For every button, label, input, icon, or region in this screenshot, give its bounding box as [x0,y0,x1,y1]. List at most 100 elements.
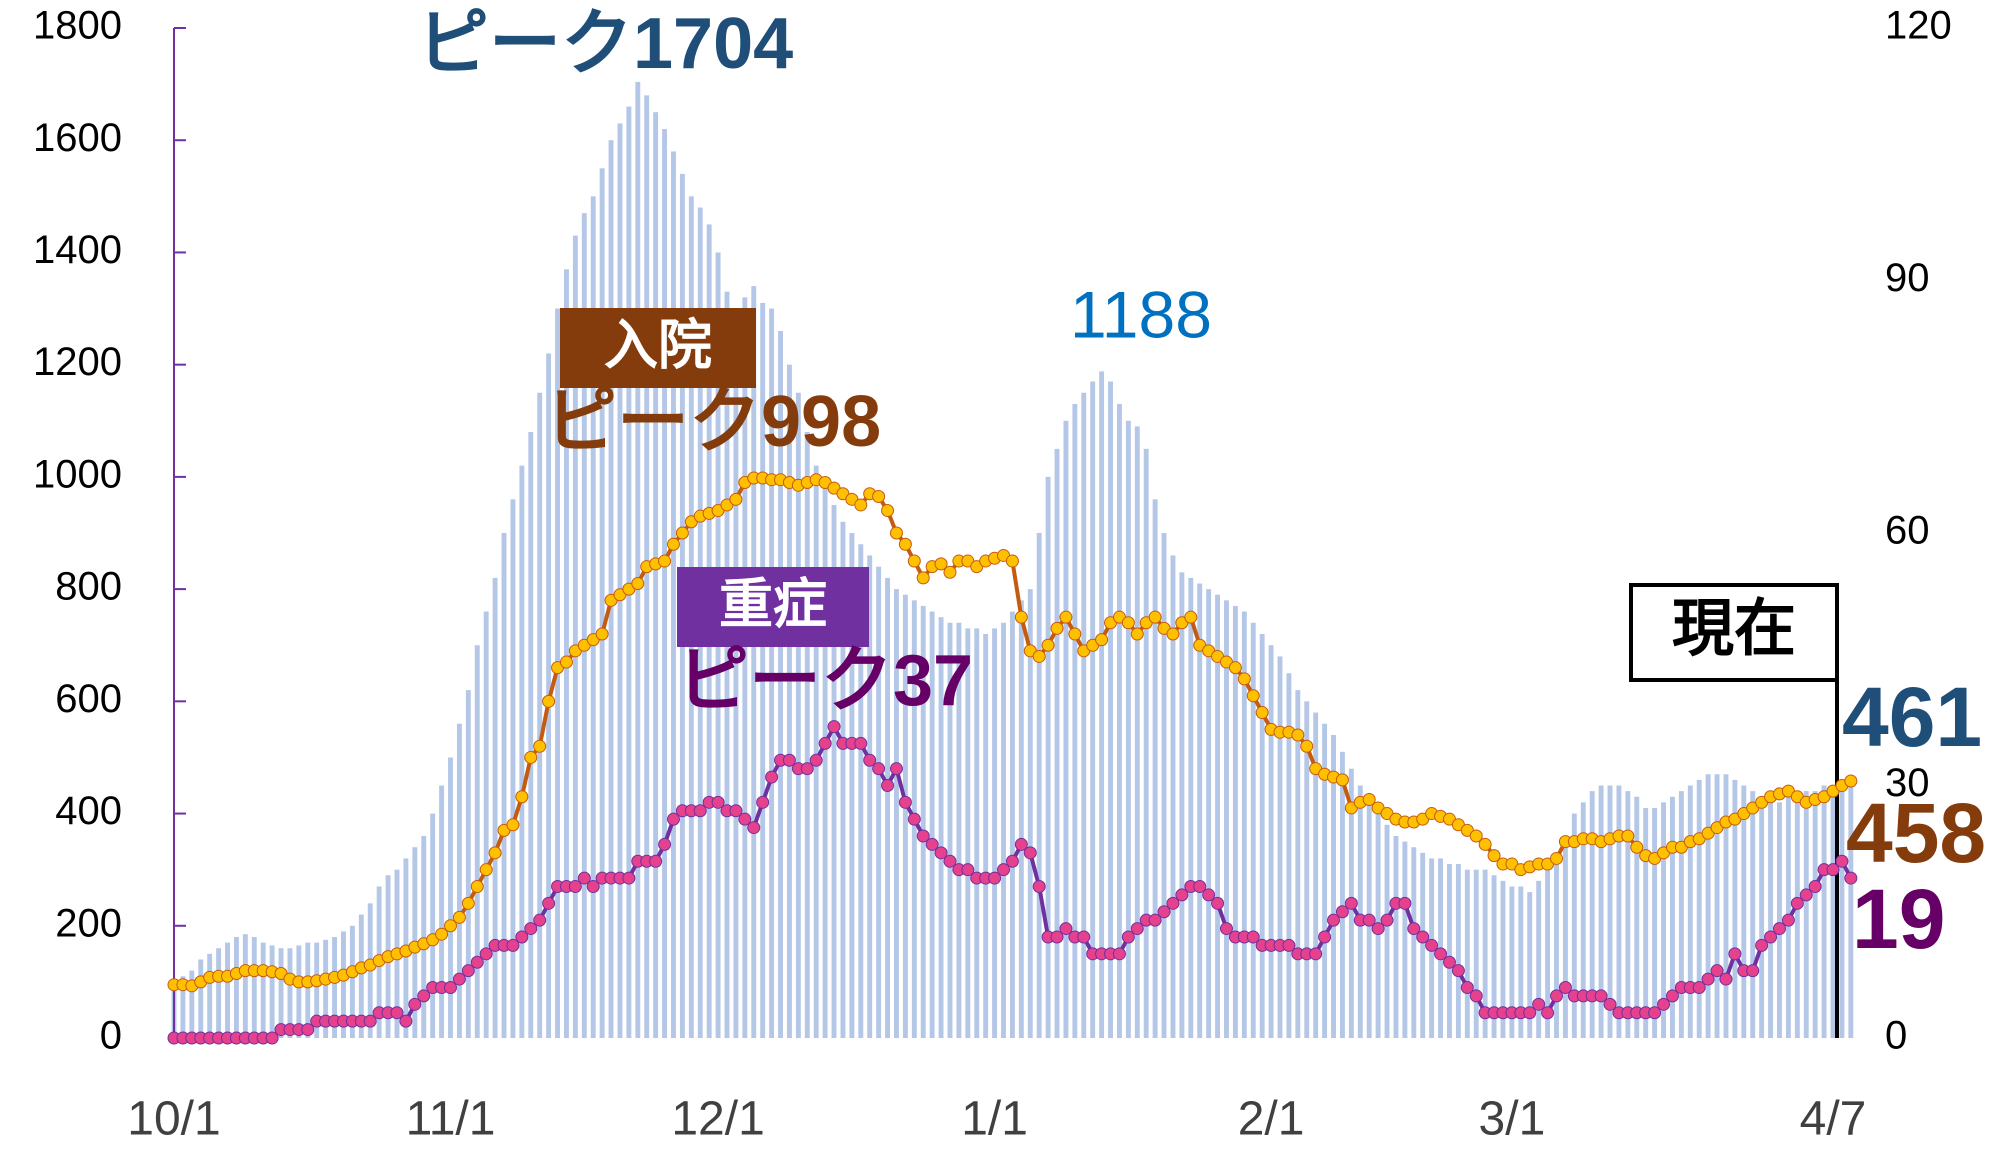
marker [1781,913,1795,927]
bar [1224,600,1229,1038]
y2-tick-label: 90 [1885,256,1930,300]
marker [1023,846,1037,860]
marker [756,795,770,809]
bar [251,937,257,1038]
bar [751,286,757,1039]
marker [301,1023,315,1037]
marker [1665,989,1679,1003]
marker [1130,627,1144,641]
bar [1045,476,1051,1038]
marker [934,846,948,860]
bar [894,589,899,1038]
marker [390,1006,404,1020]
bar [1482,869,1488,1038]
marker [1005,554,1019,568]
bar [760,302,766,1038]
bar [1794,796,1800,1038]
marker [1799,888,1813,902]
marker [1077,930,1091,944]
bar [599,168,605,1038]
bar [920,605,926,1038]
bar [305,942,311,1038]
marker [559,655,573,669]
bar [1009,611,1015,1038]
marker [577,871,591,885]
bar [260,942,266,1038]
bar [1509,886,1515,1038]
marker [1434,947,1448,961]
marker [1603,997,1617,1011]
bar [1473,869,1479,1038]
marker [515,790,529,804]
marker [1710,964,1724,978]
bar [1455,864,1461,1038]
marker [809,753,823,767]
marker [533,913,547,927]
y-tick-label: 0 [100,1014,122,1058]
marker [872,762,886,776]
marker [1478,837,1492,851]
marker [265,1031,279,1045]
y-tick-label: 1000 [33,452,122,496]
annotation: 現在 [1672,594,1796,663]
bar [1491,875,1497,1038]
annotation: ピーク1704 [417,4,793,84]
marker [961,863,975,877]
marker [1148,610,1162,624]
marker [1014,837,1028,851]
bar [1215,594,1221,1038]
bar [635,81,641,1038]
bar [1803,791,1809,1038]
bar [947,622,953,1038]
x-tick-label: 4/7 [1800,1093,1867,1146]
marker [1621,829,1635,843]
bar [1179,572,1185,1038]
marker [1005,854,1019,868]
series-label: 入院 [604,315,712,375]
marker [1425,938,1439,952]
x-tick-label: 1/1 [961,1093,1028,1146]
bar [1393,836,1399,1038]
bar [608,140,614,1038]
bar [1197,583,1203,1038]
marker [1826,863,1840,877]
bar [733,308,739,1038]
label-box [560,308,756,388]
marker [1112,947,1126,961]
series-label: 重症 [719,574,827,634]
bar [1384,824,1390,1038]
bar [1152,499,1158,1038]
marker [595,627,609,641]
current-box [1629,583,1839,682]
bar [1598,785,1604,1038]
bar [198,959,204,1038]
marker [729,804,743,818]
bar [992,628,998,1038]
y-tick-label: 800 [55,565,122,609]
marker [1014,610,1028,624]
marker [711,795,725,809]
bar [1589,791,1595,1038]
bar [1723,774,1729,1038]
bar [1759,796,1765,1038]
marker [1255,706,1269,720]
bar [501,533,507,1038]
bar [1206,589,1212,1038]
marker [515,930,529,944]
marker [1166,627,1180,641]
bar [885,577,891,1038]
marker [1755,938,1769,952]
bar [456,723,462,1038]
marker [1692,981,1706,994]
bar [1714,774,1720,1038]
bar [581,213,587,1038]
marker [1362,793,1376,807]
annotation: 19 [1852,872,1945,966]
bar [1678,791,1684,1038]
bar [1001,622,1006,1038]
bar [1250,622,1256,1038]
bar [840,521,846,1038]
marker [889,762,903,776]
marker [1157,905,1171,919]
marker [479,863,493,877]
